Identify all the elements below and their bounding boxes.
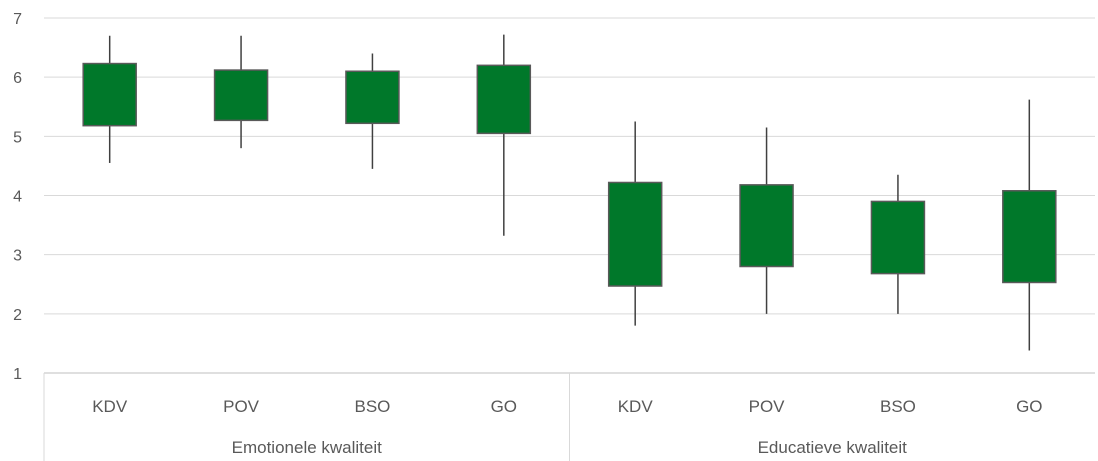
category-label: BSO (880, 397, 916, 416)
y-tick-label: 2 (13, 307, 22, 324)
x-axis-labels: KDV POV BSO GO Emotionele kwaliteit KDV POV BSO… (92, 397, 1042, 457)
gridlines (44, 17, 1095, 374)
y-tick-label: 7 (13, 11, 22, 28)
category-label: GO (1016, 397, 1042, 416)
box-emotionele-bso (345, 70, 400, 125)
group-label: Emotionele kwaliteit (232, 438, 383, 457)
y-tick-label: 3 (13, 248, 22, 265)
box-emotionele-pov (213, 69, 269, 122)
category-label: GO (491, 397, 517, 416)
y-tick-label: 1 (13, 366, 22, 383)
box-emotionele-kdv (82, 62, 137, 127)
y-tick-label: 6 (13, 70, 22, 87)
box-educatieve-bso (870, 200, 926, 275)
category-label: BSO (354, 397, 390, 416)
group-label: Educatieve kwaliteit (758, 438, 908, 457)
box-educatieve-pov (739, 184, 794, 268)
y-axis-ticks: 1 2 3 4 5 6 7 (13, 11, 22, 383)
category-label: POV (749, 397, 786, 416)
y-tick-label: 4 (13, 189, 22, 206)
category-label: KDV (618, 397, 654, 416)
boxes (82, 34, 1057, 351)
category-label: KDV (92, 397, 128, 416)
box-emotionele-go (476, 64, 532, 135)
category-separators (43, 373, 570, 461)
category-label: POV (223, 397, 260, 416)
box-educatieve-kdv (607, 181, 663, 287)
y-tick-label: 5 (13, 129, 22, 146)
box-educatieve-go (1002, 190, 1057, 284)
